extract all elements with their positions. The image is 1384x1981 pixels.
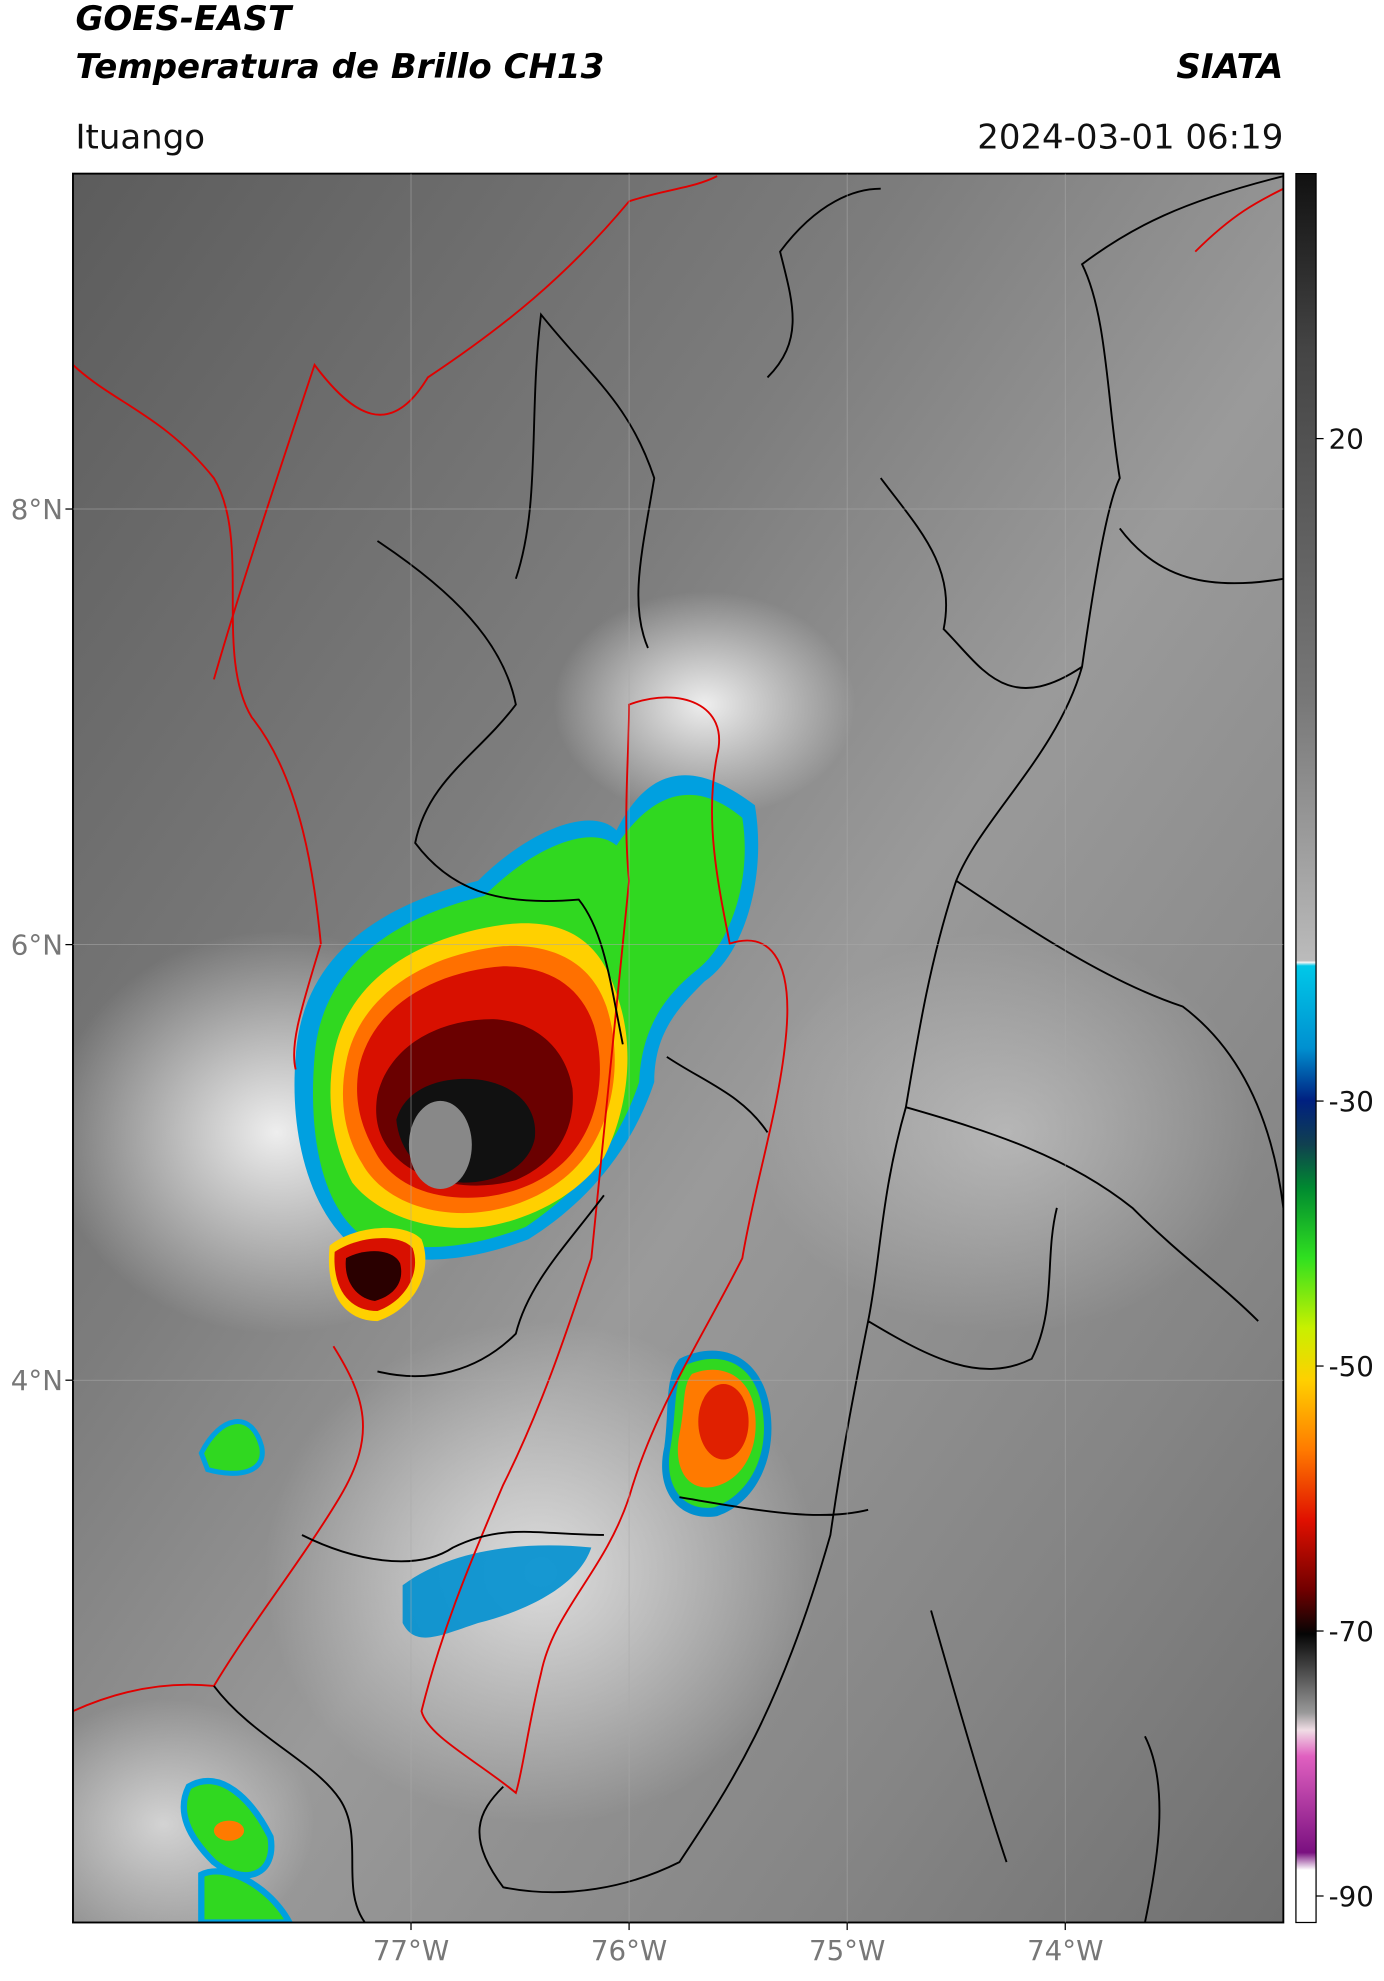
colorbar [1295,172,1317,1924]
x-tick-label: 75°W [809,1934,885,1967]
satellite-image [72,173,1284,1923]
location: Ituango [75,117,205,157]
subtitle: Temperatura de Brillo CH13 [75,47,604,87]
colorbar-tick-label: 20 [1329,423,1364,456]
colorbar-tick-label: -50 [1329,1350,1374,1383]
x-tick-label: 76°W [591,1934,667,1967]
colorbar-tick-label: -30 [1329,1085,1374,1118]
x-tick-label: 74°W [1027,1934,1103,1967]
colorbar-tick-label: -70 [1329,1615,1374,1648]
organization: SIATA [1176,47,1283,87]
colorbar-tick-label: -90 [1329,1880,1374,1913]
y-tick-label: 6°N [11,929,63,962]
map-frame [72,172,1285,1924]
y-tick-label: 4°N [11,1364,63,1397]
title: GOES-EAST [75,0,293,39]
x-tick-label: 77°W [373,1934,449,1967]
y-tick-label: 8°N [11,493,63,526]
datetime: 2024-03-01 06:19 [977,117,1283,157]
